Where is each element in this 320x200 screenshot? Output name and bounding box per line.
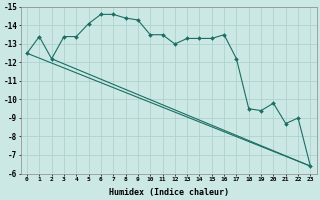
X-axis label: Humidex (Indice chaleur): Humidex (Indice chaleur) <box>109 188 229 197</box>
